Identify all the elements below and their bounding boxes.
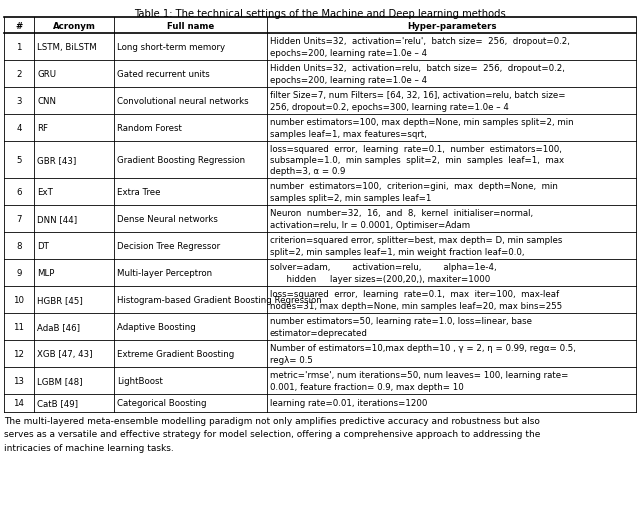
Text: 12: 12 xyxy=(13,349,24,358)
Text: number estimators=100, max depth=None, min samples split=2, min: number estimators=100, max depth=None, m… xyxy=(270,118,573,127)
Text: The multi-layered meta-ensemble modelling paradigm not only amplifies predictive: The multi-layered meta-ensemble modellin… xyxy=(4,416,540,425)
Text: 9: 9 xyxy=(16,269,22,277)
Text: XGB [47, 43]: XGB [47, 43] xyxy=(37,349,93,358)
Text: metric='rmse', num iterations=50, num leaves= 100, learning rate=: metric='rmse', num iterations=50, num le… xyxy=(270,370,568,379)
Text: samples leaf=1, max features=sqrt,: samples leaf=1, max features=sqrt, xyxy=(270,130,427,138)
Text: Convolutional neural networks: Convolutional neural networks xyxy=(117,97,248,106)
Text: Gradient Boosting Regression: Gradient Boosting Regression xyxy=(117,156,245,165)
Text: CatB [49]: CatB [49] xyxy=(37,399,78,408)
Text: 6: 6 xyxy=(16,188,22,196)
Text: Hidden Units=32,  activation=relu,  batch size=  256,  dropout=0.2,: Hidden Units=32, activation=relu, batch … xyxy=(270,64,565,73)
Text: depth=3, α = 0.9: depth=3, α = 0.9 xyxy=(270,167,346,176)
Text: HGBR [45]: HGBR [45] xyxy=(37,295,83,305)
Text: learning rate=0.01, iterations=1200: learning rate=0.01, iterations=1200 xyxy=(270,399,428,408)
Text: intricacies of machine learning tasks.: intricacies of machine learning tasks. xyxy=(4,443,173,452)
Text: Adaptive Boosting: Adaptive Boosting xyxy=(117,322,196,331)
Text: 13: 13 xyxy=(13,376,24,385)
Text: Neuron  number=32,  16,  and  8,  kernel  initialiser=normal,: Neuron number=32, 16, and 8, kernel init… xyxy=(270,209,533,218)
Text: GRU: GRU xyxy=(37,70,56,79)
Text: 7: 7 xyxy=(16,215,22,224)
Text: 2: 2 xyxy=(16,70,22,79)
Text: regλ= 0.5: regλ= 0.5 xyxy=(270,355,313,364)
Text: solver=adam,        activation=relu,        alpha=1e-4,: solver=adam, activation=relu, alpha=1e-4… xyxy=(270,263,497,272)
Text: GBR [43]: GBR [43] xyxy=(37,156,76,165)
Text: Acronym: Acronym xyxy=(52,21,95,30)
Text: 0.001, feature fraction= 0.9, max depth= 10: 0.001, feature fraction= 0.9, max depth=… xyxy=(270,382,464,391)
Text: loss=squared  error,  learning  rate=0.1,  max  iter=100,  max-leaf: loss=squared error, learning rate=0.1, m… xyxy=(270,289,559,298)
Text: RF: RF xyxy=(37,124,48,133)
Text: 3: 3 xyxy=(16,97,22,106)
Text: Hidden Units=32,  activation='relu',  batch size=  256,  dropout=0.2,: Hidden Units=32, activation='relu', batc… xyxy=(270,37,570,46)
Text: 11: 11 xyxy=(13,322,24,331)
Text: Long short-term memory: Long short-term memory xyxy=(117,43,225,52)
Text: #: # xyxy=(15,21,22,30)
Text: Table 1: The technical settings of the Machine and Deep learning methods: Table 1: The technical settings of the M… xyxy=(134,9,506,19)
Text: DNN [44]: DNN [44] xyxy=(37,215,77,224)
Text: epochs=200, learning rate=1.0e – 4: epochs=200, learning rate=1.0e – 4 xyxy=(270,49,427,58)
Text: 4: 4 xyxy=(16,124,22,133)
Text: Categorical Boosting: Categorical Boosting xyxy=(117,399,207,408)
Text: Number of estimators=10,max depth=10 , γ = 2, η = 0.99, regα= 0.5,: Number of estimators=10,max depth=10 , γ… xyxy=(270,343,576,352)
Text: activation=relu, lr = 0.0001, Optimiser=Adam: activation=relu, lr = 0.0001, Optimiser=… xyxy=(270,221,470,229)
Text: Extra Tree: Extra Tree xyxy=(117,188,161,196)
Text: MLP: MLP xyxy=(37,269,54,277)
Text: CNN: CNN xyxy=(37,97,56,106)
Text: 5: 5 xyxy=(16,156,22,165)
Text: AdaB [46]: AdaB [46] xyxy=(37,322,80,331)
Text: LGBM [48]: LGBM [48] xyxy=(37,376,83,385)
Text: Histogram-based Gradient Boosting Regression: Histogram-based Gradient Boosting Regres… xyxy=(117,295,322,305)
Text: Extreme Gradient Boosting: Extreme Gradient Boosting xyxy=(117,349,234,358)
Text: Gated recurrent units: Gated recurrent units xyxy=(117,70,210,79)
Text: serves as a versatile and effective strategy for model selection, offering a com: serves as a versatile and effective stra… xyxy=(4,430,540,439)
Text: Full name: Full name xyxy=(167,21,214,30)
Text: 1: 1 xyxy=(16,43,22,52)
Text: 256, dropout=0.2, epochs=300, learning rate=1.0e – 4: 256, dropout=0.2, epochs=300, learning r… xyxy=(270,103,509,112)
Text: epochs=200, learning rate=1.0e – 4: epochs=200, learning rate=1.0e – 4 xyxy=(270,76,427,85)
Text: loss=squared  error,  learning  rate=0.1,  number  estimators=100,: loss=squared error, learning rate=0.1, n… xyxy=(270,144,562,154)
Text: subsample=1.0,  min samples  split=2,  min  samples  leaf=1,  max: subsample=1.0, min samples split=2, min … xyxy=(270,156,564,165)
Text: ExT: ExT xyxy=(37,188,53,196)
Text: LSTM, BiLSTM: LSTM, BiLSTM xyxy=(37,43,97,52)
Text: hidden     layer sizes=(200,20,), maxiter=1000: hidden layer sizes=(200,20,), maxiter=10… xyxy=(270,274,490,283)
Text: Hyper-parameters: Hyper-parameters xyxy=(407,21,496,30)
Text: number  estimators=100,  criterion=gini,  max  depth=None,  min: number estimators=100, criterion=gini, m… xyxy=(270,182,558,191)
Text: LightBoost: LightBoost xyxy=(117,376,163,385)
Text: samples split=2, min samples leaf=1: samples split=2, min samples leaf=1 xyxy=(270,193,431,203)
Text: 14: 14 xyxy=(13,399,24,408)
Text: criterion=squared error, splitter=best, max depth= D, min samples: criterion=squared error, splitter=best, … xyxy=(270,236,563,244)
Text: split=2, min samples leaf=1, min weight fraction leaf=0.0,: split=2, min samples leaf=1, min weight … xyxy=(270,247,525,257)
Text: number estimators=50, learning rate=1.0, loss=linear, base: number estimators=50, learning rate=1.0,… xyxy=(270,317,532,326)
Text: Multi-layer Perceptron: Multi-layer Perceptron xyxy=(117,269,212,277)
Text: estimator=deprecated: estimator=deprecated xyxy=(270,328,368,337)
Text: 10: 10 xyxy=(13,295,24,305)
Text: DT: DT xyxy=(37,241,49,250)
Text: filter Size=7, num Filters= [64, 32, 16], activation=relu, batch size=: filter Size=7, num Filters= [64, 32, 16]… xyxy=(270,91,566,100)
Text: Decision Tree Regressor: Decision Tree Regressor xyxy=(117,241,220,250)
Text: Dense Neural networks: Dense Neural networks xyxy=(117,215,218,224)
Text: nodes=31, max depth=None, min samples leaf=20, max bins=255: nodes=31, max depth=None, min samples le… xyxy=(270,301,563,310)
Text: Random Forest: Random Forest xyxy=(117,124,182,133)
Text: 8: 8 xyxy=(16,241,22,250)
